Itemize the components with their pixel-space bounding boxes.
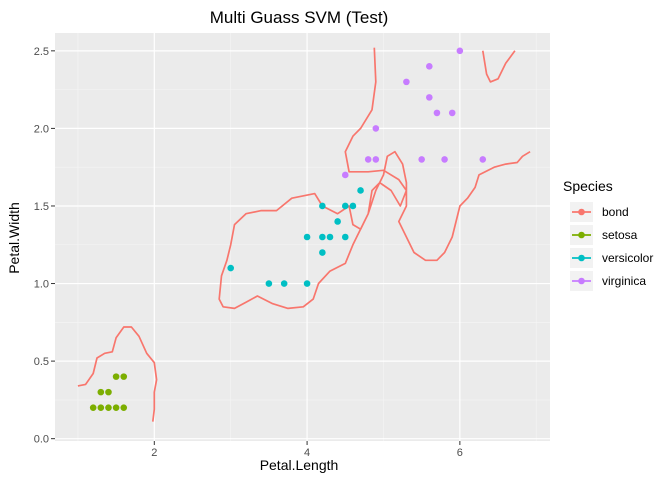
legend-marker	[578, 231, 585, 239]
data-point-setosa	[89, 404, 97, 411]
y-axis-title: Petal.Width	[6, 202, 22, 274]
bond-line	[77, 326, 158, 422]
data-point-setosa	[112, 404, 120, 411]
data-point-virginica	[456, 47, 464, 55]
data-point-virginica	[433, 109, 441, 117]
data-point-setosa	[105, 404, 112, 411]
data-point-versicolor	[280, 280, 288, 287]
data-point-virginica	[372, 156, 380, 163]
data-point-virginica	[364, 156, 372, 163]
legend-marker	[578, 254, 585, 262]
legend-item-virginica: virginica	[570, 271, 646, 291]
plot-panel	[55, 33, 550, 441]
legend-label: setosa	[602, 228, 638, 242]
data-point-virginica	[426, 94, 433, 101]
bond-lines	[77, 47, 531, 422]
data-point-setosa	[97, 388, 105, 396]
data-point-setosa	[105, 388, 112, 396]
data-point-virginica	[403, 78, 410, 86]
y-tick-label: 0.5	[34, 356, 49, 368]
data-point-versicolor	[357, 187, 364, 194]
data-point-setosa	[97, 404, 105, 411]
data-point-virginica	[479, 156, 487, 163]
data-point-versicolor	[303, 233, 311, 241]
legend-title: Species	[563, 178, 613, 194]
y-tick-label: 1.5	[34, 201, 49, 213]
grid-minor	[55, 33, 550, 441]
legend-item-setosa: setosa	[570, 225, 638, 245]
y-tick-label: 1.0	[34, 279, 49, 291]
data-point-versicolor	[319, 249, 326, 256]
data-point-virginica	[448, 109, 456, 117]
data-point-virginica	[341, 171, 349, 179]
data-point-setosa	[120, 404, 128, 411]
legend-marker	[578, 208, 585, 216]
y-tick-label: 0.0	[34, 434, 49, 446]
legend-item-versicolor: versicolor	[570, 248, 653, 268]
data-point-virginica	[372, 125, 380, 132]
x-axis-title: Petal.Length	[260, 457, 339, 473]
bond-line	[218, 47, 531, 310]
data-point-setosa	[112, 373, 120, 380]
legend-label: virginica	[602, 274, 646, 288]
data-point-versicolor	[303, 280, 311, 287]
data-point-versicolor	[341, 233, 349, 241]
grid-major	[55, 33, 550, 441]
bond-line	[481, 50, 516, 83]
data-point-versicolor	[334, 218, 341, 225]
legend-label: versicolor	[602, 251, 653, 265]
data-point-setosa	[120, 373, 128, 380]
data-point-versicolor	[319, 233, 326, 241]
y-tick-label: 2.0	[34, 123, 49, 135]
data-point-versicolor	[227, 264, 234, 272]
x-axis: 2 4 6	[151, 441, 463, 459]
legend: Species bond setosa versicolor virginica	[563, 178, 653, 291]
x-tick-label: 6	[457, 447, 463, 459]
data-point-virginica	[441, 156, 448, 163]
data-point-versicolor	[265, 280, 273, 287]
data-point-virginica	[418, 156, 425, 163]
data-point-versicolor	[349, 202, 357, 210]
data-points	[89, 47, 487, 411]
x-tick-label: 4	[304, 447, 310, 459]
y-tick-label: 2.5	[34, 46, 49, 58]
data-point-versicolor	[319, 202, 326, 210]
legend-item-bond: bond	[570, 202, 629, 222]
chart-title: Multi Guass SVM (Test)	[210, 8, 389, 27]
data-point-versicolor	[326, 233, 334, 241]
x-tick-label: 2	[151, 447, 157, 459]
y-axis: 0.0 0.5 1.0 1.5 2.0 2.5	[34, 46, 55, 446]
data-point-versicolor	[341, 202, 349, 210]
legend-label: bond	[602, 205, 629, 219]
legend-marker	[578, 277, 585, 285]
data-point-virginica	[426, 63, 433, 70]
